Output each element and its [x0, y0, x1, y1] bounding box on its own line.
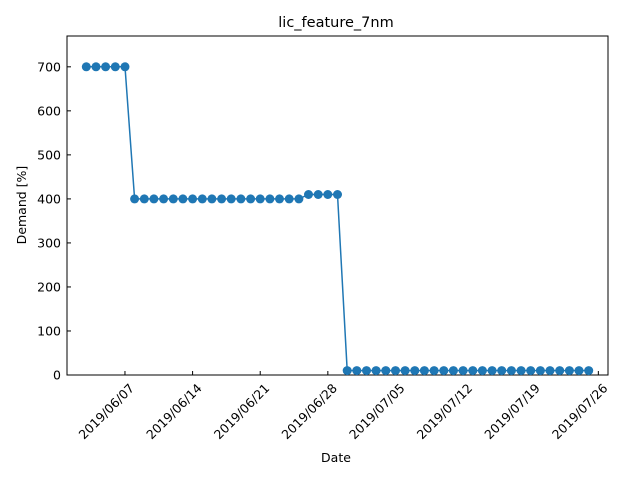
data-point — [110, 62, 120, 72]
data-point — [207, 194, 217, 204]
data-point — [323, 190, 333, 199]
data-point — [564, 366, 574, 376]
chart-title: lic_feature_7nm — [278, 15, 393, 31]
data-point — [439, 366, 449, 376]
data-point — [419, 366, 429, 376]
data-point — [381, 366, 391, 376]
data-point — [120, 62, 130, 72]
data-point — [400, 366, 410, 376]
data-point — [188, 194, 198, 204]
y-axis: 0 100 200 300 400 500 600 700 — [37, 59, 71, 383]
data-point — [506, 366, 516, 376]
data-point — [477, 366, 487, 376]
y-tick-label: 0 — [53, 368, 61, 383]
y-axis-label: Demand [%] — [14, 166, 29, 245]
data-point — [352, 366, 362, 376]
data-point — [410, 366, 420, 376]
data-point — [429, 366, 439, 376]
data-point — [342, 366, 352, 376]
series-line — [86, 66, 589, 372]
x-tick-label: 2019/07/12 — [414, 381, 476, 443]
data-point — [284, 194, 294, 204]
data-point — [236, 194, 246, 204]
data-point — [139, 194, 149, 204]
data-point — [265, 194, 275, 204]
y-tick-label: 300 — [37, 235, 61, 250]
y-tick-label: 400 — [37, 191, 61, 206]
y-tick-label: 200 — [37, 279, 61, 294]
data-point — [371, 366, 381, 376]
data-point — [574, 366, 584, 376]
data-point — [275, 194, 284, 204]
y-tick-label: 500 — [37, 147, 61, 162]
data-point — [458, 366, 468, 376]
data-point — [226, 194, 236, 204]
data-point — [130, 194, 140, 204]
y-tick-label: 600 — [37, 103, 61, 118]
data-point — [197, 194, 207, 204]
data-point — [497, 366, 507, 376]
y-tick-label: 700 — [37, 59, 61, 74]
data-point — [91, 62, 101, 72]
data-point — [448, 366, 458, 376]
series-demand — [81, 62, 594, 376]
data-point — [313, 190, 323, 199]
y-tick-label: 100 — [37, 323, 61, 338]
data-point — [159, 194, 169, 204]
data-point — [468, 366, 478, 376]
data-point — [545, 366, 555, 376]
data-point — [555, 366, 565, 376]
data-point — [526, 366, 536, 376]
plot-area — [66, 35, 609, 376]
x-tick-label: 2019/06/07 — [76, 381, 138, 443]
data-point — [294, 194, 304, 204]
data-point — [535, 366, 545, 376]
x-tick-label: 2019/06/14 — [143, 380, 205, 442]
x-tick-label: 2019/07/05 — [346, 381, 408, 443]
data-point — [149, 194, 159, 204]
data-point — [178, 194, 188, 204]
x-tick-label: 2019/07/19 — [481, 380, 543, 442]
x-tick-label: 2019/07/26 — [549, 380, 611, 442]
data-point — [255, 194, 265, 204]
x-tick-label: 2019/06/28 — [278, 380, 340, 442]
data-point — [333, 190, 342, 199]
data-point — [304, 190, 313, 199]
x-tick-label: 2019/06/21 — [211, 381, 273, 443]
data-point — [584, 366, 594, 376]
data-point — [101, 62, 111, 72]
x-axis-label: Date — [321, 450, 351, 465]
x-axis: 2019/06/07 2019/06/14 2019/06/21 2019/06/28… — [76, 371, 611, 443]
data-point — [81, 62, 91, 72]
data-point — [487, 366, 497, 376]
data-point — [362, 366, 371, 376]
data-point — [217, 194, 227, 204]
data-point — [516, 366, 526, 376]
data-point — [168, 194, 178, 204]
data-point — [246, 194, 256, 204]
data-point — [391, 366, 400, 376]
